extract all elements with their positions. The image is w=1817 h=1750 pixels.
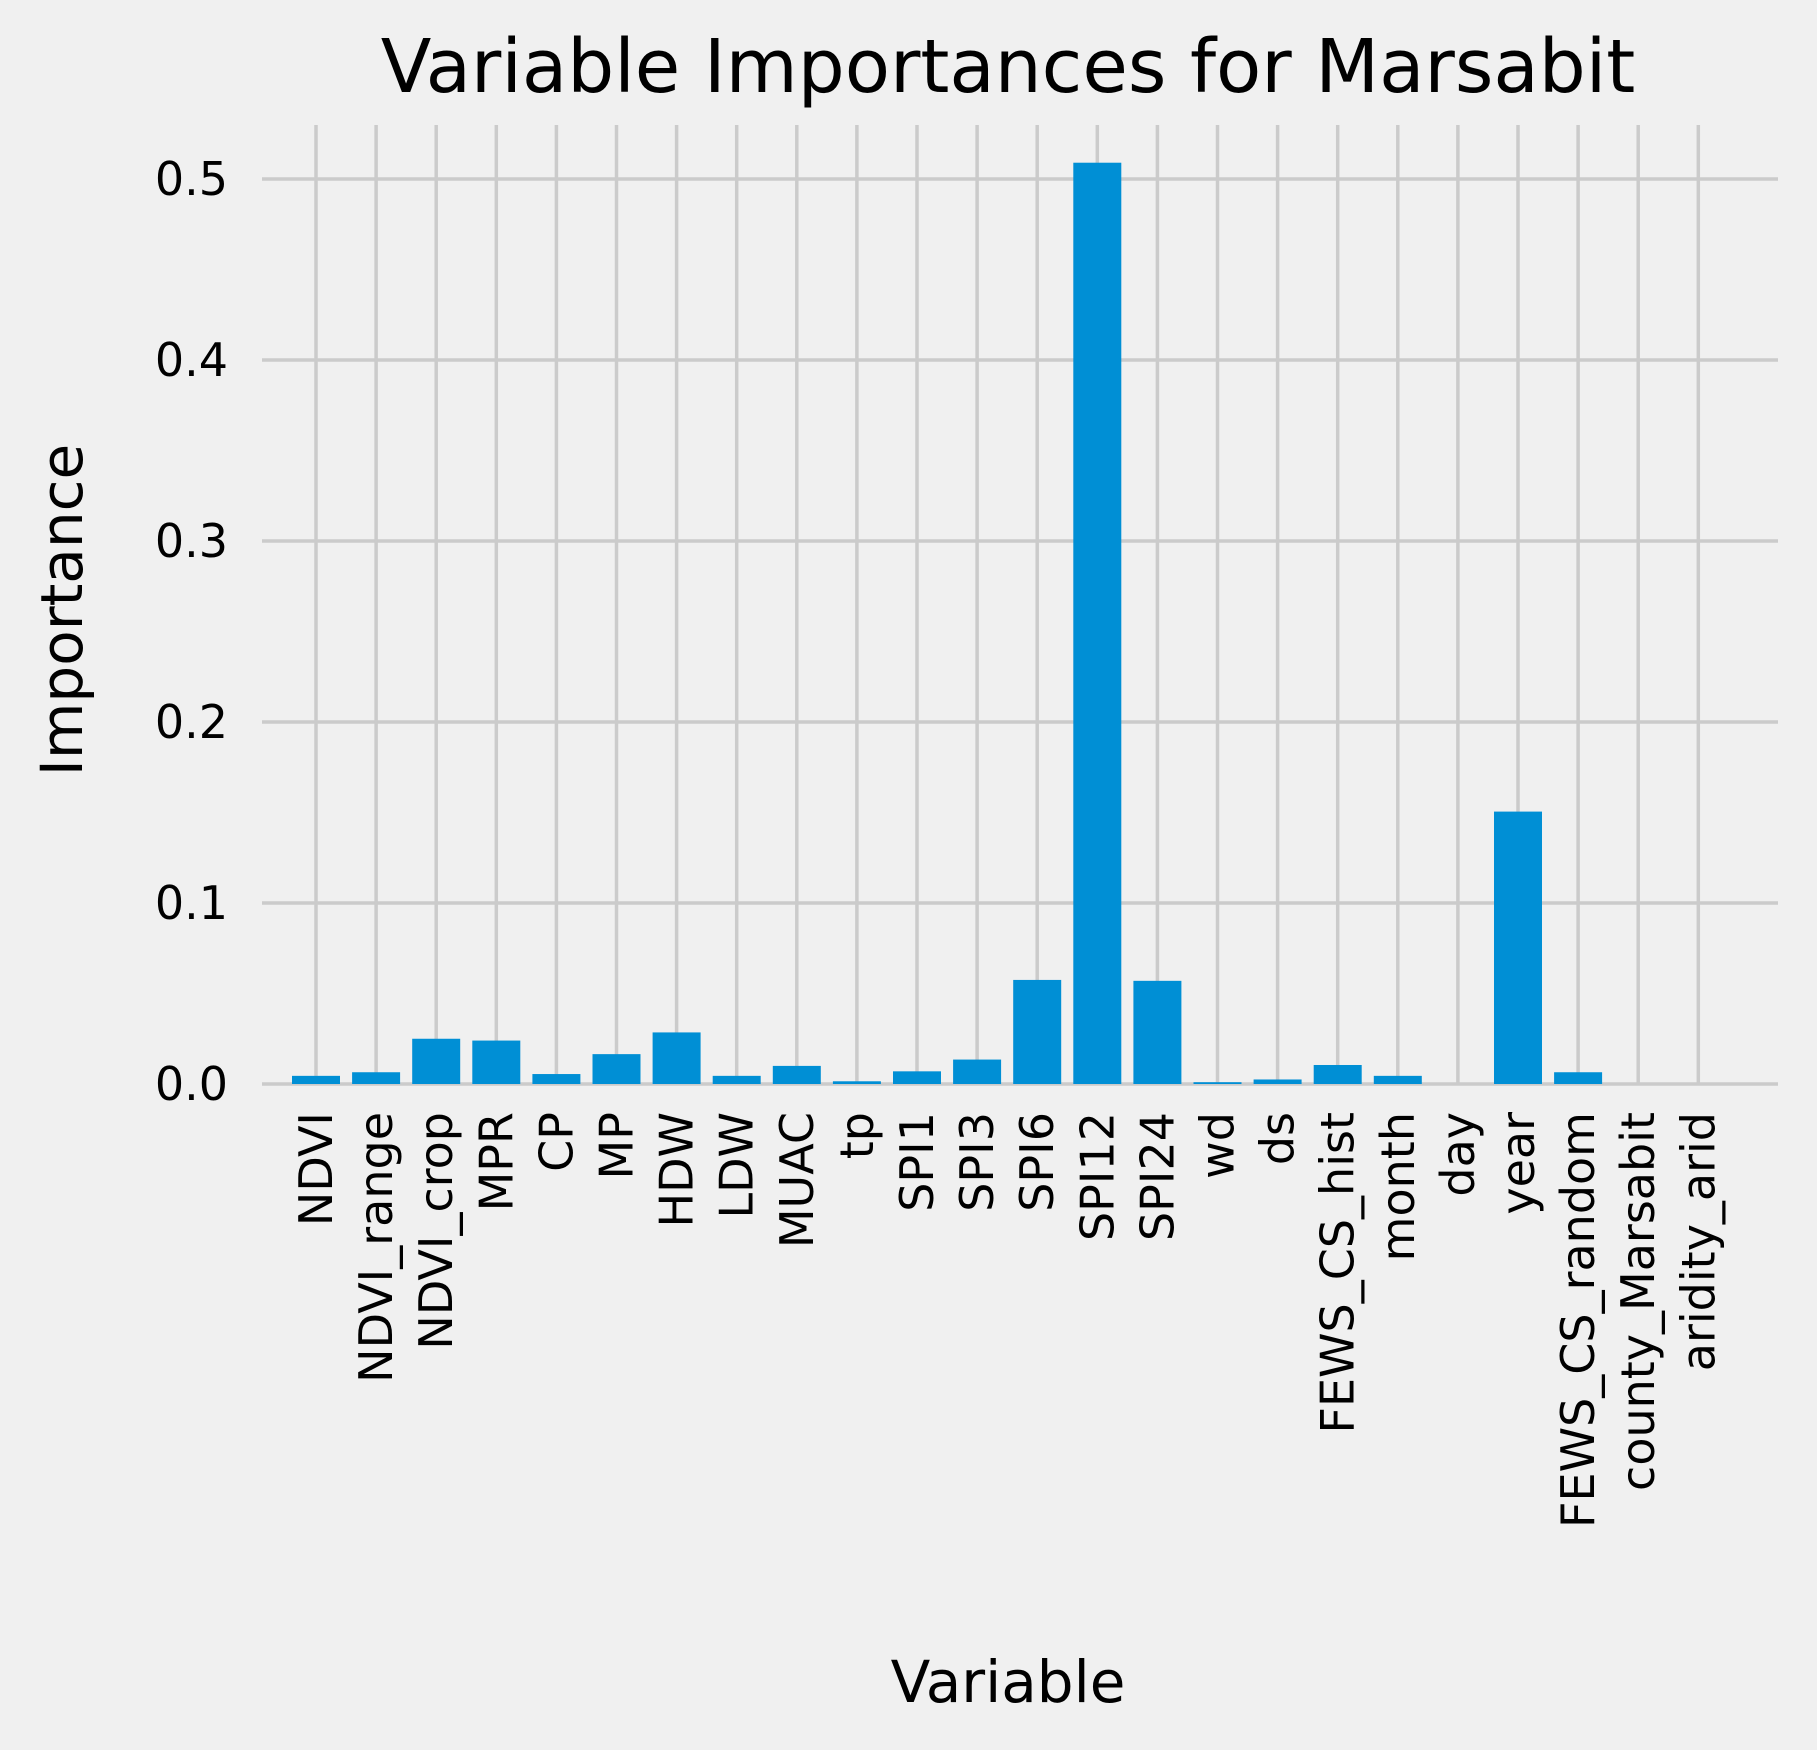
x-tick-label: county_Marsabit [1611,1112,1665,1491]
bar-hdw [652,1032,701,1084]
x-tick-label: ds [1251,1112,1305,1165]
bar-ndvi [292,1075,340,1084]
bar-spi6 [1013,979,1062,1084]
bar-spi3 [953,1059,1002,1084]
bar-spi12 [1073,162,1122,1084]
x-tick-label: wd [1191,1112,1245,1179]
x-tick-label: SPI1 [890,1112,944,1212]
bar-spi1 [893,1071,941,1084]
bar-muac [772,1065,821,1084]
x-tick-label: SPI6 [1010,1112,1064,1212]
x-tick-label: year [1491,1112,1545,1215]
x-tick-label: NDVI_crop [409,1112,463,1350]
bar-year [1494,811,1542,1084]
grid [262,125,1778,1086]
x-tick-label: SPI24 [1130,1112,1184,1241]
x-tick-label: FEWS_CS_random [1551,1112,1605,1528]
x-axis-label: Variable [891,1648,1126,1716]
bar-cp [532,1074,581,1084]
x-tick-label: day [1431,1112,1485,1197]
y-tick-label: 0.2 [155,695,228,749]
x-tick-label: CP [529,1112,583,1172]
bar-spi24 [1133,980,1182,1084]
y-tick-labels: 0.0 0.1 0.2 0.3 0.4 0.5 [155,152,228,1111]
y-tick-label: 0.1 [155,876,228,930]
y-tick-label: 0.4 [155,333,228,387]
x-tick-label: NDVI [289,1112,343,1226]
bar-tp [832,1081,881,1084]
bar-ndvi-crop [412,1038,461,1084]
y-tick-label: 0.3 [155,514,228,568]
x-tick-labels: NDVI NDVI_range NDVI_crop MPR CP MP HDW LDW MUAC… [289,1112,1725,1528]
y-tick-label: 0.5 [155,152,228,206]
bar-ldw [712,1075,761,1084]
bar-mpr [472,1040,521,1084]
bar-mp [592,1054,641,1084]
x-tick-label: month [1371,1112,1425,1261]
x-tick-label: aridity_arid [1671,1112,1725,1371]
x-tick-label: SPI12 [1070,1112,1124,1241]
bar-wd [1193,1082,1242,1084]
x-tick-label: tp [830,1112,884,1159]
x-tick-label: MPR [469,1112,523,1211]
x-tick-label: NDVI_range [349,1112,403,1383]
x-tick-label: HDW [650,1112,704,1228]
x-tick-label: FEWS_CS_hist [1311,1112,1365,1433]
x-tick-label: MP [590,1112,644,1179]
bar-fews-cs-hist [1313,1064,1362,1084]
x-tick-label: SPI3 [950,1112,1004,1212]
bars [292,162,1603,1084]
y-tick-label: 0.0 [155,1057,228,1111]
x-tick-label: MUAC [770,1112,824,1248]
y-axis-label: Importance [28,444,96,776]
bar-ndvi-range [352,1072,401,1084]
x-tick-label: LDW [710,1112,764,1219]
bar-ds [1253,1079,1302,1084]
bar-month [1373,1075,1422,1084]
bar-fews-cs-random [1554,1072,1603,1084]
chart-title: Variable Importances for Marsabit [381,24,1636,110]
